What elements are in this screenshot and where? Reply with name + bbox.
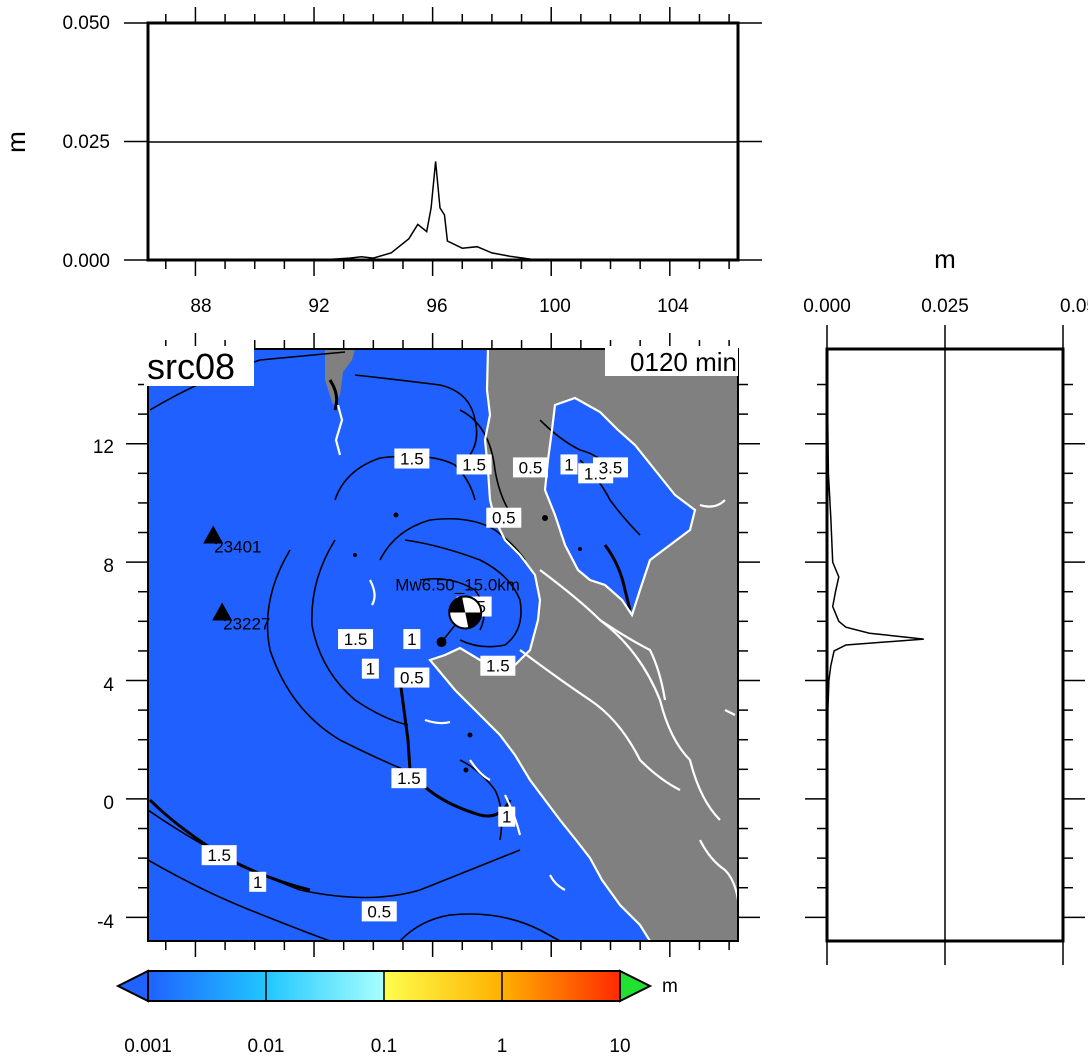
- station-triangle-icon: [203, 525, 224, 544]
- top-y-tick-label: 0.025: [62, 132, 110, 153]
- top-y-tick-label: 0.000: [62, 251, 110, 272]
- colorbar-tick-label: 1: [497, 1036, 508, 1057]
- contour-label: 1: [560, 454, 578, 475]
- contour-label-text: 0.5: [400, 669, 424, 688]
- contour-label: 1.5: [338, 629, 374, 650]
- contour-label: 0.5: [486, 507, 522, 528]
- source-label-bg: [144, 346, 254, 386]
- lat-tick-label: 12: [93, 437, 114, 458]
- contour-label-text: 0.5: [367, 902, 391, 921]
- epicenter-marker: [436, 637, 447, 648]
- station-label: 23227: [223, 614, 270, 633]
- contour-label: 1.5: [480, 655, 516, 676]
- colorbar-segment: [266, 971, 384, 1001]
- time-label: 0120 min: [630, 347, 737, 377]
- lat-tick-label: -4: [97, 912, 114, 933]
- contour-label-text: 1.5: [462, 455, 486, 474]
- contour-label: 3.5: [593, 457, 629, 478]
- colorbar-tick-label: 0.001: [124, 1036, 172, 1057]
- top-profile-ylabel: m: [1, 131, 31, 153]
- contour-label-text: 1: [407, 630, 416, 649]
- right-profile-xlabel: m: [934, 244, 956, 274]
- lat-tick-label: 4: [103, 675, 114, 696]
- map-frame: [147, 348, 739, 942]
- colorbar-tick-label: 10: [609, 1036, 630, 1057]
- colorbar-unit: m: [662, 976, 678, 997]
- top-profile-frame: [146, 21, 740, 262]
- top-y-tick-label: 0.050: [62, 13, 110, 34]
- contour-labels: 1.51.50.511.53.50.51.51.5110.51.51.511.5…: [201, 448, 629, 922]
- contour-label-text: 1: [366, 660, 375, 679]
- contour-label: 1.5: [456, 454, 492, 475]
- right-profile-frame: [825, 347, 1065, 943]
- contour-label: 1.5: [394, 448, 430, 469]
- land-north: [325, 349, 355, 405]
- stations: 23401 23227: [203, 525, 270, 633]
- lon-tick-label: 88: [190, 296, 211, 317]
- focal-mechanism-icon: [448, 595, 483, 630]
- contour-label-text: 1.5: [486, 657, 510, 676]
- event: Mw6.50_15.0km: [395, 575, 520, 648]
- right-x-tick-label: 0.050: [1060, 296, 1088, 317]
- sea-gulf: [545, 398, 695, 615]
- contour-label-text: 1.5: [400, 450, 424, 469]
- top-profile-line: [319, 161, 558, 261]
- right-profile-panel: m 0.000 0.025 0.050: [803, 244, 1088, 965]
- colorbar-segment: [502, 971, 620, 1001]
- contour-label: 1: [249, 871, 267, 892]
- contour-label-text: 3.5: [599, 458, 623, 477]
- station-label: 23401: [214, 537, 261, 556]
- contour-label-text: 0.5: [519, 458, 543, 477]
- right-x-tick-label: 0.025: [921, 296, 969, 317]
- contour-label: 1.5: [391, 768, 427, 789]
- contour-label: 0.5: [512, 457, 548, 478]
- colorbar-over-arrow: [619, 969, 653, 1003]
- right-profile-line: [826, 354, 924, 942]
- colorbar: m 0.001 0.01 0.1 1 10: [115, 969, 678, 1057]
- top-profile-panel: m 0.050 0.025 0.000 88 92 96 100 104: [1, 7, 762, 317]
- contour-label: 0.5: [394, 667, 430, 688]
- map-ticks: [126, 333, 760, 957]
- right-profile-ticks: [805, 325, 1085, 965]
- station-triangle-icon: [212, 602, 233, 621]
- lon-tick-label: 96: [426, 296, 447, 317]
- contour-label: 1: [403, 629, 421, 650]
- lon-tick-label: 104: [657, 296, 689, 317]
- contour-label: 0.5: [361, 901, 397, 922]
- colorbar-segment: [148, 971, 266, 1001]
- contour-label-text: 1: [564, 455, 573, 474]
- wave-height-contours: [148, 351, 641, 941]
- time-label-bg: [605, 346, 738, 376]
- source-label: src08: [147, 346, 235, 387]
- contour-label: 1.5: [201, 845, 237, 866]
- lat-tick-label: 0: [103, 793, 114, 814]
- contour-label-text: 1: [502, 808, 511, 827]
- coastlines: [334, 349, 738, 941]
- colorbar-tick-label: 0.01: [248, 1036, 285, 1057]
- contour-label: 1: [498, 806, 516, 827]
- island-markers: [353, 512, 582, 773]
- right-x-tick-label: 0.000: [803, 296, 851, 317]
- contour-label-text: 1.5: [344, 630, 368, 649]
- lat-tick-label: 8: [103, 556, 114, 577]
- colorbar-under-arrow: [115, 969, 149, 1003]
- lon-tick-label: 92: [308, 296, 329, 317]
- contour-label-text: 1.5: [397, 769, 421, 788]
- contour-label: 1: [361, 658, 379, 679]
- contour-label-text: 1.5: [207, 846, 231, 865]
- colorbar-tick-label: 0.1: [371, 1036, 397, 1057]
- contour-label-text: 0.5: [492, 509, 516, 528]
- lon-tick-label: 100: [539, 296, 571, 317]
- map-panel: 1.51.50.511.53.50.51.51.5110.51.51.511.5…: [93, 333, 760, 957]
- contour-label-text: 1: [253, 873, 262, 892]
- colorbar-segment: [384, 971, 502, 1001]
- event-label: Mw6.50_15.0km: [395, 575, 520, 594]
